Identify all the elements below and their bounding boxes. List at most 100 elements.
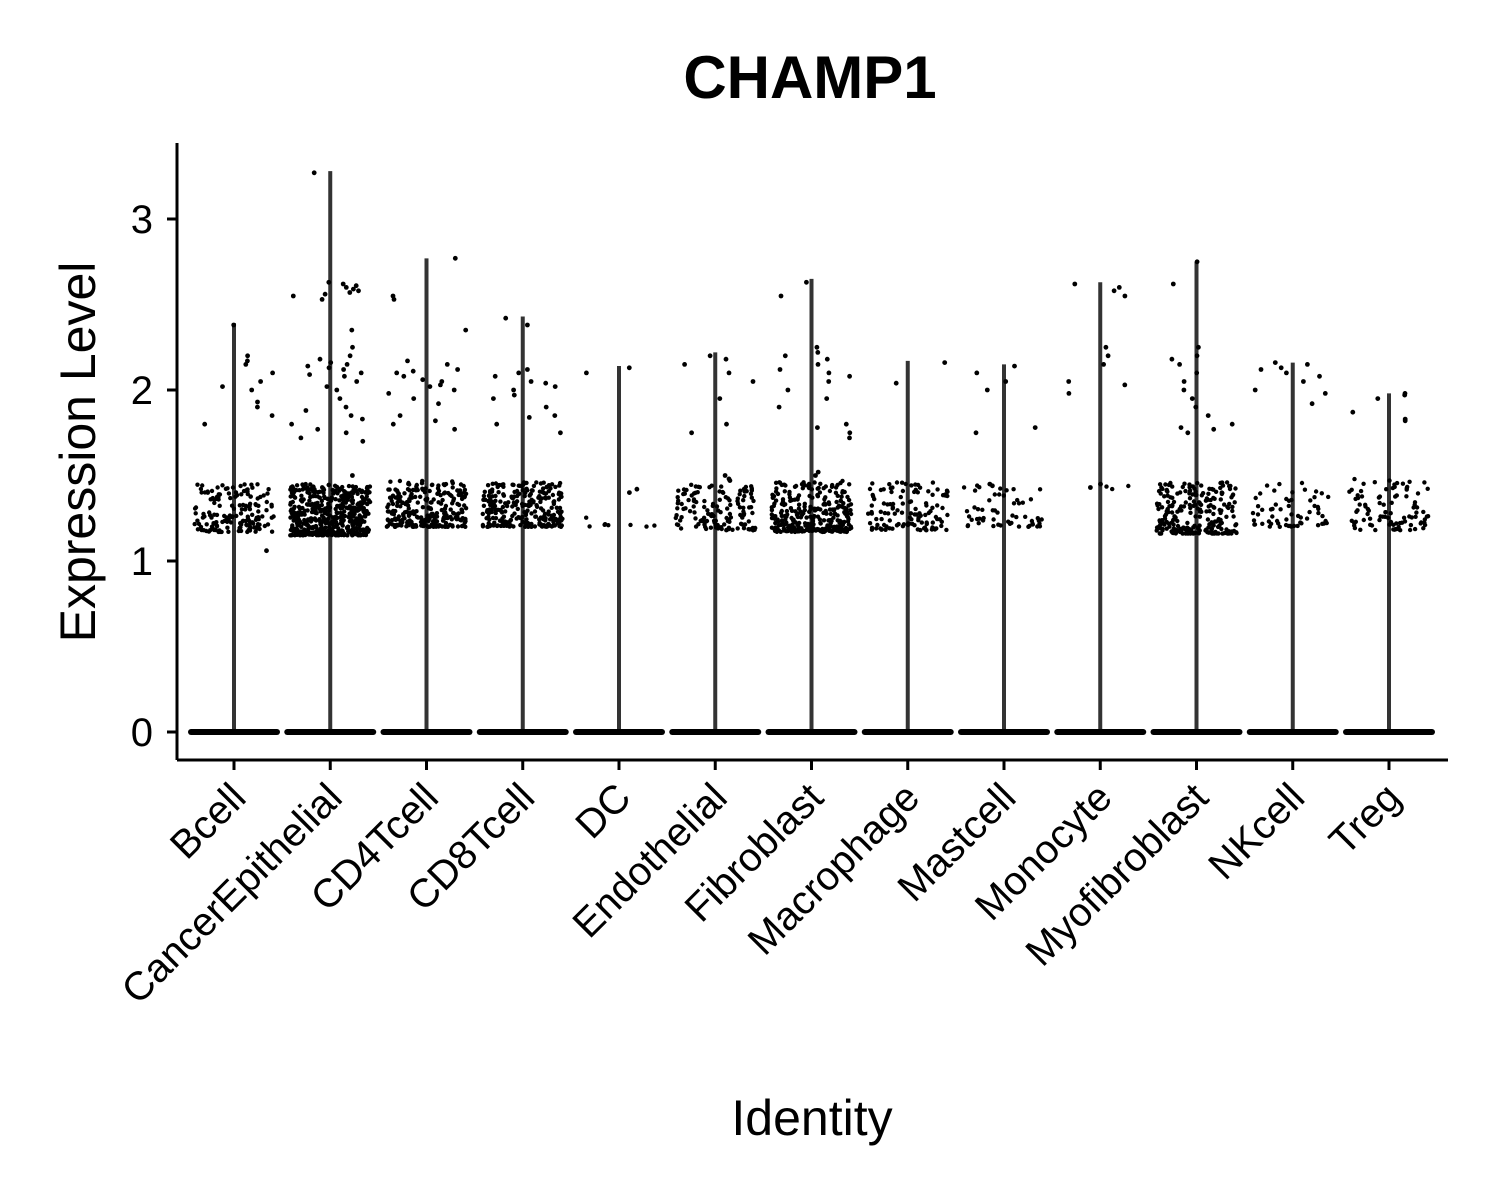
data-point [410,487,416,493]
data-point [463,327,469,333]
data-point [778,522,784,527]
data-point [558,430,563,436]
data-point [305,363,311,369]
data-point [1185,520,1190,526]
data-point [519,483,524,489]
data-point [846,522,851,527]
data-point [1394,521,1399,526]
data-point [537,517,542,522]
data-point [781,526,787,531]
data-point [250,512,255,517]
data-point [898,494,903,500]
data-point [300,505,305,511]
data-point [518,522,523,528]
data-point [818,481,823,486]
data-point [420,478,425,484]
data-point [900,524,906,529]
data-point [309,516,314,521]
data-point [1170,530,1175,535]
data-point [813,473,818,478]
data-point [996,522,1001,527]
data-point [552,384,558,389]
data-point [1401,515,1407,520]
data-point [1320,521,1325,526]
data-point [348,413,354,418]
data-point [330,520,335,526]
data-point [1183,500,1189,505]
data-point [433,418,438,424]
data-point [430,482,435,487]
data-point [1354,509,1359,514]
data-point [1104,484,1109,489]
data-point [557,490,562,495]
data-point [549,505,554,510]
data-point [327,525,332,530]
data-point [264,508,269,513]
data-point [1375,396,1381,401]
data-point [792,526,797,531]
data-point [1352,476,1357,482]
data-point [821,518,827,523]
data-point [727,511,733,517]
data-point [746,519,751,524]
data-point [494,421,500,427]
data-point [710,501,716,507]
data-point [991,517,996,522]
data-point [893,380,899,386]
data-point [867,486,873,492]
data-point [914,512,919,517]
data-point [299,511,304,516]
data-point [359,494,365,500]
data-point [676,522,681,528]
data-point [255,404,260,410]
data-point [530,488,535,493]
data-point [1402,418,1408,424]
data-point [290,293,296,299]
data-point [1188,510,1193,515]
data-point [241,518,246,523]
data-point [827,501,832,507]
data-point [442,490,448,495]
data-point [584,515,589,520]
data-point [1301,379,1306,384]
data-point [526,415,532,420]
data-point [490,515,496,521]
data-point [337,504,342,509]
data-point [229,503,235,508]
data-point [542,511,548,516]
data-point [1316,510,1321,516]
data-point [301,529,306,534]
data-point [848,511,854,517]
data-point [1409,515,1415,520]
data-point [1162,494,1167,499]
zero-points [188,729,280,735]
data-point [1347,489,1352,494]
data-point [602,522,607,527]
data-point [331,530,336,535]
data-point [1193,404,1199,410]
data-point [930,520,935,525]
data-point [324,518,330,524]
data-point [913,506,918,512]
data-point [318,526,323,532]
data-point [1251,518,1257,523]
data-point [392,523,397,528]
data-point [306,528,311,533]
data-point [407,482,412,487]
y-tick-label: 0 [131,711,153,755]
data-point [485,483,491,488]
data-point [724,527,729,533]
data-point [1220,531,1225,536]
data-point [741,526,747,531]
data-point [975,507,981,512]
data-point [1365,511,1370,517]
data-point [741,511,747,516]
data-point [1295,513,1301,519]
data-point [845,494,850,500]
data-point [1386,515,1391,521]
data-point [848,502,854,507]
data-point [1196,344,1201,350]
data-point [551,499,556,505]
data-point [1183,488,1188,494]
data-point [224,515,229,520]
